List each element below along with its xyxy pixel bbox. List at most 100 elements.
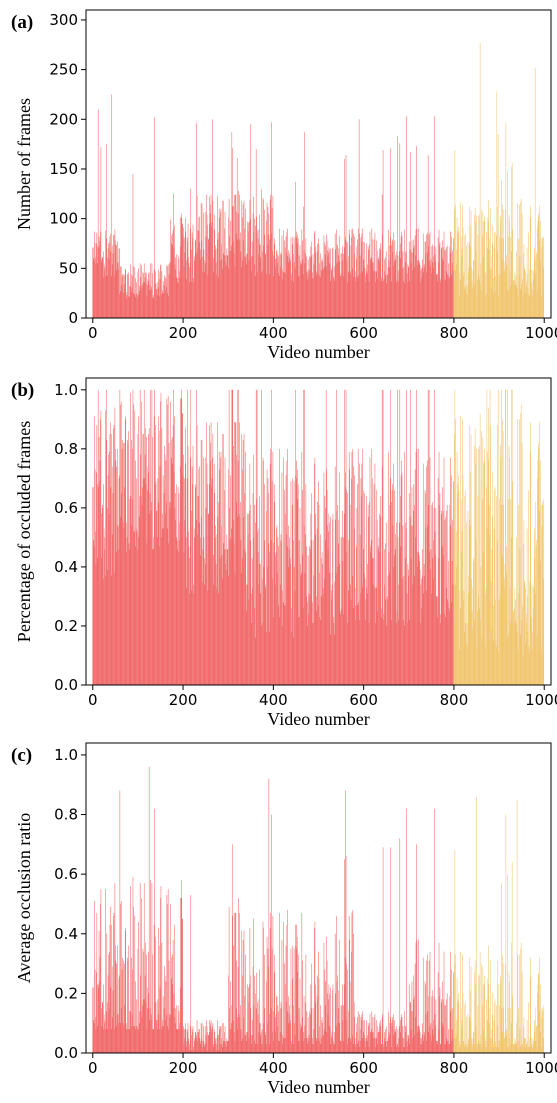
bar-b-video-564 <box>347 493 348 686</box>
bar-b-video-183 <box>175 493 176 686</box>
bar-c-video-205 <box>185 1023 186 1053</box>
bar-a-video-349 <box>250 218 251 318</box>
bar-a-video-413 <box>278 276 280 318</box>
bar-b-video-45 <box>112 493 114 686</box>
bar-c-video-817 <box>461 1029 462 1053</box>
x-tick-label-c-600: 600 <box>349 1059 378 1077</box>
bar-b-video-422 <box>282 457 284 685</box>
bar-a-video-782 <box>445 249 447 318</box>
bar-b-video-557 <box>343 513 345 685</box>
bar-a-video-791 <box>449 246 451 318</box>
bar-a-video-990 <box>539 205 541 318</box>
bar-c-video-412 <box>278 1011 280 1053</box>
bar-c-video-316 <box>235 912 236 1053</box>
bar-c-video-560 <box>345 790 346 1053</box>
bar-b-video-830 <box>467 646 468 686</box>
bar-a-video-268 <box>213 258 215 318</box>
bar-a-video-498 <box>317 243 318 318</box>
bar-a-video-594 <box>360 237 362 318</box>
bar-b-video-813 <box>459 649 461 685</box>
bar-b-video-729 <box>421 608 423 685</box>
bar-a-video-963 <box>527 274 528 318</box>
bar-c-video-133 <box>152 1029 154 1053</box>
bar-a-video-566 <box>348 272 349 318</box>
bar-c-video-287 <box>222 1047 223 1053</box>
bar-b-video-507 <box>321 558 322 685</box>
bar-b-video-107 <box>140 496 142 685</box>
bar-a-video-147 <box>158 272 160 318</box>
bar-c-video-391 <box>268 1044 270 1053</box>
bar-c-video-889 <box>493 1020 495 1053</box>
bar-b-video-331 <box>241 469 243 685</box>
bar-c-video-191 <box>178 1011 180 1053</box>
bar-b-video-682 <box>400 546 401 685</box>
bar-b-video-758 <box>434 531 436 685</box>
bar-c-video-348 <box>249 927 251 1053</box>
y-tick-label-b-0.2: 0.2 <box>54 617 78 635</box>
bar-c-video-533 <box>333 1041 334 1053</box>
bar-a-video-104 <box>139 286 141 318</box>
bar-b-video-625 <box>374 463 376 685</box>
bar-a-video-661 <box>390 281 392 318</box>
bar-b-video-56 <box>117 525 119 685</box>
bar-b-video-699 <box>408 575 409 685</box>
bar-c-video-73 <box>125 930 127 1053</box>
bar-a-video-944 <box>518 274 520 318</box>
bar-b-video-722 <box>418 448 420 685</box>
bar-c-video-234 <box>198 1032 199 1053</box>
bar-a-video-511 <box>323 269 324 318</box>
bar-b-video-921 <box>508 634 509 685</box>
bar-c-video-794 <box>450 969 452 1053</box>
panel-label-a: (a) <box>11 12 33 33</box>
bar-a-video-685 <box>401 235 403 318</box>
bar-b-video-40 <box>110 487 112 685</box>
bar-a-video-248 <box>204 260 206 318</box>
bar-b-video-540 <box>336 389 337 685</box>
bar-a-video-967 <box>529 296 530 318</box>
bar-c-video-595 <box>361 1020 362 1053</box>
bar-a-video-403 <box>274 243 276 318</box>
bar-a-video-554 <box>342 260 344 318</box>
bar-b-video-94 <box>134 546 136 685</box>
bar-a-video-383 <box>265 254 266 318</box>
bar-a-video-3 <box>93 260 95 318</box>
bar-c-video-367 <box>258 1032 259 1053</box>
bar-c-video-702 <box>409 1044 410 1053</box>
bar-c-video-632 <box>377 1032 379 1053</box>
bar-b-video-647 <box>384 584 386 685</box>
bar-b-video-304 <box>229 540 231 685</box>
bar-b-video-994 <box>541 649 542 685</box>
bar-b-video-702 <box>409 620 410 685</box>
bar-a-video-110 <box>142 284 143 318</box>
bar-c-video-45 <box>112 990 114 1053</box>
bar-b-video-46 <box>113 428 114 685</box>
bar-a-video-681 <box>399 243 401 318</box>
bar-a-video-88 <box>132 276 133 318</box>
bar-a-video-169 <box>168 274 170 318</box>
bar-a-video-989 <box>538 240 540 318</box>
bar-a-video-639 <box>380 277 382 318</box>
bar-c-video-741 <box>427 954 428 1053</box>
bar-c-video-874 <box>487 1020 488 1053</box>
bar-b-video-379 <box>263 566 265 685</box>
bar-b-video-705 <box>410 558 412 685</box>
bar-b-video-393 <box>269 463 271 685</box>
y-tick-label-b-0.8: 0.8 <box>54 440 78 458</box>
bar-b-video-547 <box>339 563 341 685</box>
bar-a-video-320 <box>236 158 238 318</box>
bar-b-video-700 <box>408 569 410 686</box>
bar-a-video-432 <box>287 256 289 318</box>
bar-a-video-678 <box>398 270 400 318</box>
bar-a-video-153 <box>161 271 163 318</box>
bar-b-video-0 <box>92 487 94 685</box>
bar-b-video-892 <box>495 599 496 685</box>
bar-c-video-661 <box>390 1047 392 1053</box>
bar-b-video-974 <box>532 631 533 685</box>
bar-a-video-22 <box>102 257 103 318</box>
bar-b-video-39 <box>110 422 111 685</box>
bar-a-video-319 <box>236 211 238 318</box>
bar-b-video-742 <box>427 525 429 685</box>
bar-b-video-207 <box>185 587 187 685</box>
bar-a-video-980 <box>534 67 536 318</box>
bar-c-video-581 <box>354 1038 356 1053</box>
